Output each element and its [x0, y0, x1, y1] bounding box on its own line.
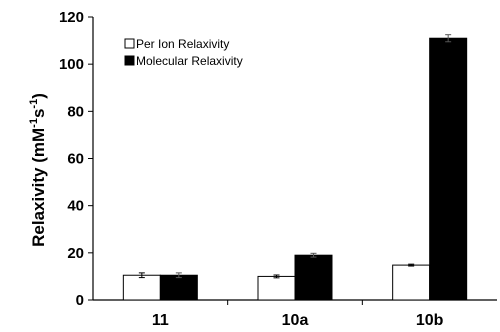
y-axis-title-mid: s [29, 109, 48, 118]
bar-per-ion [122, 274, 161, 301]
y-tick-label: 100 [59, 56, 84, 73]
bar-molecular [159, 274, 198, 301]
x-tick-label: 10a [282, 312, 309, 329]
legend-label-per-ion: Per Ion Relaxivity [136, 37, 229, 51]
legend-swatch-molecular [124, 55, 135, 66]
x-tick-label: 10b [416, 312, 444, 329]
y-tick-label: 80 [67, 103, 84, 120]
y-axis-title-sup2: -1 [28, 99, 40, 109]
bar-molecular [429, 37, 468, 301]
y-axis-title-main: Relaxivity (mM [29, 128, 48, 247]
svg-text:Relaxivity (mM-1s-1): Relaxivity (mM-1s-1) [28, 93, 48, 247]
y-tick-label: 120 [59, 9, 84, 26]
y-axis-title-sup1: -1 [28, 118, 40, 128]
bar-per-ion [392, 264, 431, 301]
y-axis-title: Relaxivity (mM-1s-1) [28, 93, 48, 247]
x-tick-label: 11 [152, 312, 169, 329]
y-axis-title-end: ) [29, 93, 48, 99]
legend-label-molecular: Molecular Relaxivity [136, 54, 243, 68]
y-tick-label: 20 [67, 245, 84, 262]
legend: Per Ion Relaxivity Molecular Relaxivity [124, 37, 243, 68]
y-tick-label: 0 [76, 292, 84, 309]
y-tick-label: 60 [67, 151, 84, 168]
y-tick-label: 40 [67, 198, 84, 215]
legend-swatch-per-ion [124, 38, 135, 49]
bar-per-ion [257, 275, 296, 301]
bar-molecular [294, 254, 333, 301]
plot-area: 0 20 40 60 80 100 120 11 10a 10b [59, 9, 497, 329]
